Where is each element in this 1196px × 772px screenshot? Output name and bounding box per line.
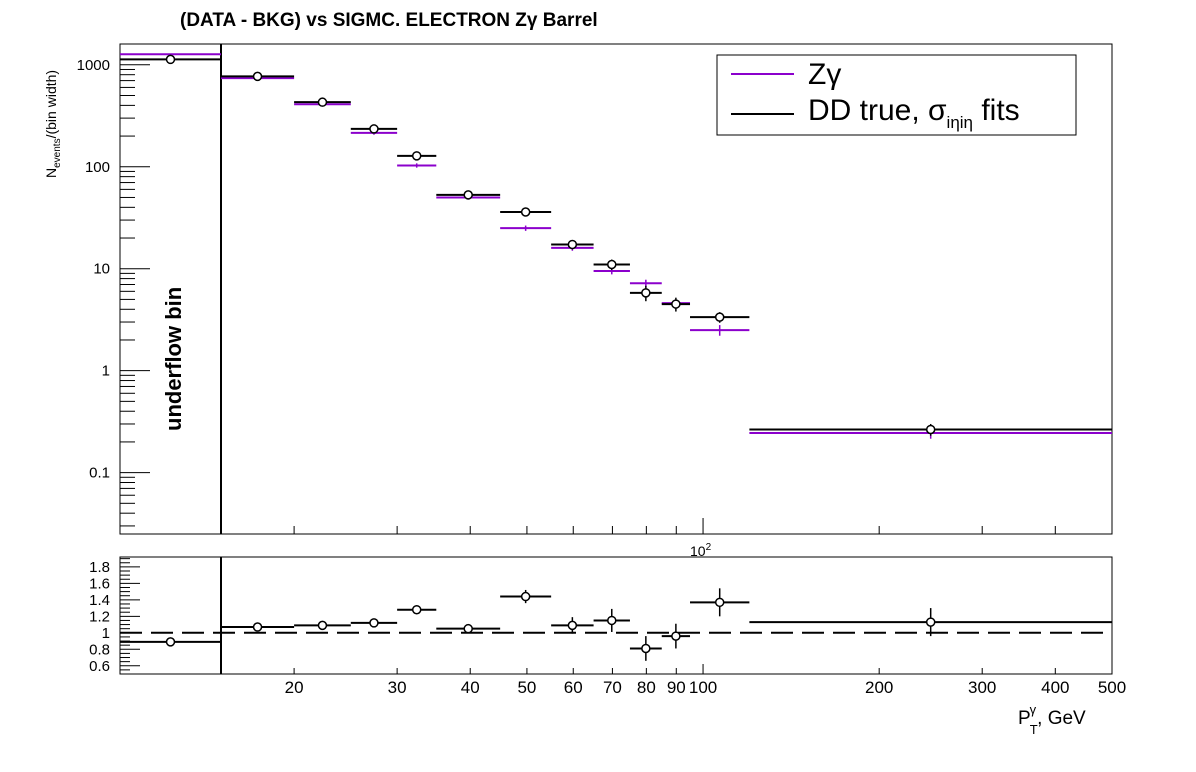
ratio-y-tick-label: 1.8 (89, 559, 110, 576)
x-tick-label: 200 (865, 678, 893, 697)
y-axis-label: Nevents/(bin width) (43, 70, 63, 178)
dd-true-data-point (520, 207, 531, 217)
ratio-data-point (607, 615, 617, 626)
dd-true-data-point (463, 190, 473, 200)
ratio-y-tick-label: 1.6 (89, 575, 110, 592)
ratio-y-tick-label: 0.8 (89, 641, 110, 658)
dd-true-data-point (671, 299, 681, 309)
y-tick-label: 0.1 (89, 465, 110, 482)
ratio-data-point (925, 617, 936, 627)
ratio-data-point (520, 591, 531, 602)
ratio-data-point (317, 620, 328, 631)
x-tick-label: 500 (1098, 678, 1126, 697)
y-tick-label: 100 (85, 159, 110, 176)
y-tick-label: 1 (102, 363, 110, 380)
ratio-data-point (641, 643, 651, 654)
y-tick-label: 1000 (77, 57, 110, 74)
x-axis-label: PTγ, GeV (1018, 702, 1086, 737)
x-tick-label: 40 (461, 678, 480, 697)
x-tick-label: 50 (517, 678, 536, 697)
main-plot-frame (119, 43, 1113, 535)
x-tick-label: 80 (637, 678, 656, 697)
ratio-y-tick-label: 1.2 (89, 608, 110, 625)
ratio-y-tick-label: 0.6 (89, 658, 110, 675)
dd-true-data-point (607, 259, 617, 270)
dd-true-data-point (641, 288, 651, 298)
dd-true-data-point (714, 312, 725, 322)
ratio-data-point (369, 618, 379, 628)
legend-label-zgamma: Zγ (808, 58, 841, 91)
ratio-data-point (567, 620, 578, 631)
x-tick-label: 30 (388, 678, 407, 697)
dd-true-data-point (567, 239, 578, 250)
x-tick-label: 400 (1041, 678, 1069, 697)
x-tick-label: 60 (564, 678, 583, 697)
legend: Zγ DD true, σiηiη fits (716, 54, 1077, 136)
underflow-data-point (165, 54, 176, 65)
ratio-data-point (671, 631, 681, 641)
x-exponent-label: 102 (690, 542, 712, 559)
ratio-data-point (463, 623, 473, 634)
dd-true-data-point (317, 97, 328, 107)
ratio-y-tick-label: 1.4 (89, 592, 110, 609)
dd-true-data-point (252, 71, 263, 82)
ratio-y-tick-label: 1 (102, 625, 110, 642)
dd-true-data-point (925, 424, 936, 435)
x-tick-label: 70 (603, 678, 622, 697)
ratio-data-point (714, 597, 725, 608)
dd-true-data-point (411, 151, 422, 161)
legend-box (716, 54, 1077, 136)
x-tick-label: 100 (689, 678, 717, 697)
ratio-data-point (252, 622, 263, 632)
ratio-plot-frame (119, 556, 1113, 675)
y-tick-label: 10 (93, 261, 110, 278)
x-tick-label: 20 (285, 678, 304, 697)
ratio-data-point (411, 604, 422, 615)
chart-title: (DATA - BKG) vs SIGMC. ELECTRON Zγ Barre… (180, 10, 598, 31)
legend-label-dd-true: DD true, σiηiη fits (808, 94, 1020, 132)
ratio-underflow-point (165, 637, 176, 647)
x-tick-label: 300 (968, 678, 996, 697)
x-tick-label: 90 (667, 678, 686, 697)
dd-true-data-point (369, 124, 379, 134)
underflow-label: underflow bin (161, 287, 186, 431)
